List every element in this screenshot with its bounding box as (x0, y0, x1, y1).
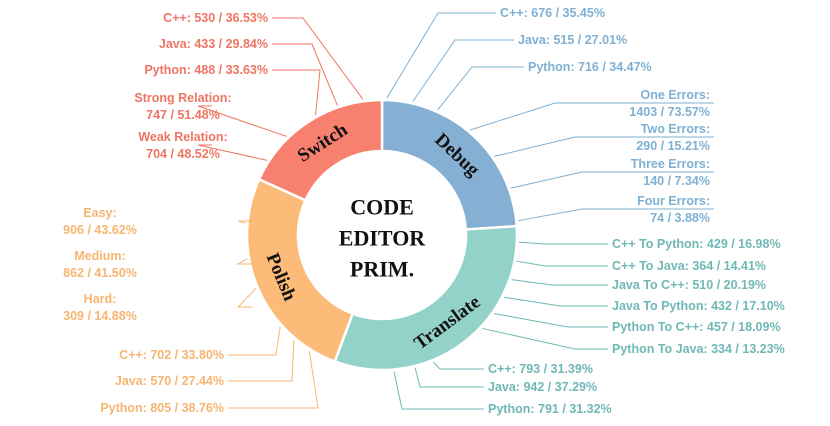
annotation-translate: C++ To Python: 429 / 16.98% (612, 237, 781, 251)
annotation-debug: 290 / 15.21% (636, 139, 710, 153)
annotation-translate: C++: 793 / 31.39% (488, 362, 593, 376)
leader-line-polish (236, 258, 252, 265)
annotation-switch: C++: 530 / 36.53% (163, 11, 268, 25)
leader-line-translate (482, 327, 608, 350)
annotation-translate: Python: 791 / 31.32% (488, 402, 612, 416)
annotation-switch: Weak Relation: (138, 130, 227, 144)
annotation-debug: Java: 515 / 27.01% (518, 33, 627, 47)
center-title-line: EDITOR (339, 226, 427, 251)
annotation-translate: Python To C++: 457 / 18.09% (612, 320, 781, 334)
leader-line-translate (516, 260, 608, 267)
leader-line-switch (272, 17, 364, 100)
leader-line-translate (503, 296, 608, 307)
annotation-translate: Python To Java: 334 / 13.23% (612, 342, 785, 356)
annotation-polish: C++: 702 / 33.80% (119, 348, 224, 362)
leader-line-switch (272, 69, 321, 116)
annotation-switch: Java: 433 / 29.84% (159, 37, 268, 51)
annotation-polish: Easy: (83, 206, 116, 220)
leader-line-translate (511, 279, 608, 286)
leader-line-translate (494, 313, 608, 328)
annotation-switch: 704 / 48.52% (146, 147, 220, 161)
leader-line-switch (197, 144, 268, 161)
wedge-translate (333, 224, 519, 372)
annotation-debug: One Errors: (641, 88, 710, 102)
annotation-polish: Python: 805 / 38.76% (100, 401, 224, 415)
annotation-debug: 1403 / 73.57% (629, 105, 710, 119)
annotation-polish: Java: 570 / 27.44% (115, 374, 224, 388)
leader-line-debug (437, 66, 524, 111)
annotation-debug: Two Errors: (641, 122, 710, 136)
wedge-switch (257, 98, 384, 202)
center-title-line: PRIM. (350, 257, 414, 282)
leader-line-translate (432, 361, 484, 370)
leader-line-debug (386, 12, 496, 99)
annotation-translate: Java To Python: 432 / 17.10% (612, 299, 785, 313)
annotation-polish: 309 / 14.88% (63, 309, 137, 323)
leader-line-debug (469, 102, 714, 131)
leader-line-debug (510, 171, 714, 189)
annotation-polish: 862 / 41.50% (63, 266, 137, 280)
annotation-translate: Java: 942 / 37.29% (488, 380, 597, 394)
wedge-polish (245, 177, 355, 364)
annotation-polish: 906 / 43.62% (63, 223, 137, 237)
leader-line-switch (272, 43, 338, 106)
leader-line-debug (412, 39, 514, 102)
annotation-debug: 140 / 7.34% (643, 174, 710, 188)
leader-line-polish (228, 339, 295, 382)
leader-line-polish (237, 220, 252, 224)
leader-line-polish (228, 326, 281, 356)
center-title-line: CODE (350, 195, 414, 220)
annotation-polish: Medium: (74, 249, 125, 263)
leader-line-polish (236, 288, 257, 308)
annotation-debug: Python: 716 / 34.47% (528, 60, 652, 74)
leader-line-translate (518, 241, 608, 245)
annotation-debug: Four Errors: (637, 194, 710, 208)
annotation-switch: Strong Relation: (134, 91, 231, 105)
leader-line-translate (414, 367, 484, 388)
leader-line-debug (494, 136, 714, 157)
leader-line-switch (197, 105, 287, 137)
annotation-translate: C++ To Java: 364 / 14.41% (612, 259, 766, 273)
annotation-polish: Hard: (84, 292, 117, 306)
annotation-debug: C++: 676 / 35.45% (500, 6, 605, 20)
annotation-debug: Three Errors: (631, 157, 710, 171)
annotation-debug: 74 / 3.88% (650, 211, 710, 225)
annotation-switch: Python: 488 / 33.63% (144, 63, 268, 77)
annotation-translate: Java To C++: 510 / 20.19% (612, 278, 766, 292)
annotation-switch: 747 / 51.48% (146, 108, 220, 122)
leader-line-debug (518, 208, 714, 222)
leader-line-translate (393, 371, 484, 410)
leader-line-polish (228, 351, 319, 409)
